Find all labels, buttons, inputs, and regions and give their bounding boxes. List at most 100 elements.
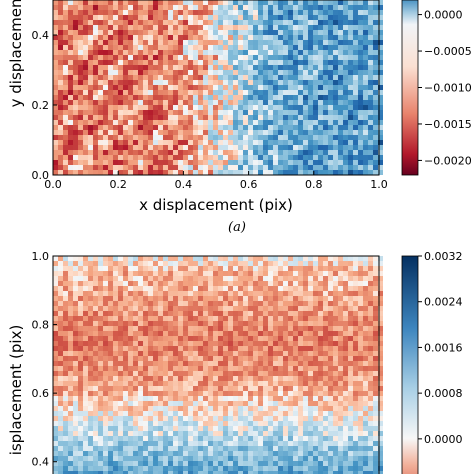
heatmap-cell bbox=[278, 426, 283, 431]
heatmap-cell bbox=[288, 95, 293, 100]
heatmap-cell bbox=[348, 145, 353, 150]
heatmap-cell bbox=[298, 140, 303, 145]
heatmap-cell bbox=[363, 55, 368, 60]
heatmap-cell bbox=[63, 110, 68, 115]
heatmap-cell bbox=[363, 160, 368, 165]
heatmap-cell bbox=[53, 396, 58, 401]
heatmap-cell bbox=[218, 145, 223, 150]
heatmap-cell bbox=[123, 371, 128, 376]
heatmap-cell bbox=[228, 336, 233, 341]
heatmap-cell bbox=[53, 456, 58, 461]
heatmap-cell bbox=[248, 346, 253, 351]
heatmap-cell bbox=[183, 105, 188, 110]
heatmap-cell bbox=[293, 326, 298, 331]
heatmap-cell bbox=[313, 20, 318, 25]
heatmap-cell bbox=[63, 341, 68, 346]
heatmap-cell bbox=[88, 95, 93, 100]
heatmap-cell bbox=[253, 401, 258, 406]
heatmap-cell bbox=[88, 286, 93, 291]
heatmap-cell bbox=[148, 431, 153, 436]
heatmap-cell bbox=[148, 306, 153, 311]
heatmap-cell bbox=[143, 160, 148, 165]
heatmap-cell bbox=[338, 30, 343, 35]
heatmap-cell bbox=[253, 371, 258, 376]
heatmap-cell bbox=[218, 276, 223, 281]
heatmap-cell bbox=[183, 50, 188, 55]
heatmap-cell bbox=[133, 341, 138, 346]
heatmap-cell bbox=[83, 0, 88, 5]
heatmap-cell bbox=[368, 446, 373, 451]
heatmap-cell bbox=[343, 15, 348, 20]
heatmap-cell bbox=[333, 85, 338, 90]
heatmap-cell bbox=[253, 426, 258, 431]
heatmap-cell bbox=[83, 100, 88, 105]
heatmap-cell bbox=[308, 261, 313, 266]
heatmap-cell bbox=[183, 145, 188, 150]
heatmap-cell bbox=[178, 376, 183, 381]
heatmap-cell bbox=[148, 416, 153, 421]
heatmap-cell bbox=[148, 446, 153, 451]
heatmap-cell bbox=[358, 426, 363, 431]
heatmap-cell bbox=[63, 386, 68, 391]
heatmap-cell bbox=[228, 110, 233, 115]
heatmap-cell bbox=[208, 391, 213, 396]
heatmap-cell bbox=[113, 276, 118, 281]
heatmap-cell bbox=[348, 50, 353, 55]
heatmap-cell bbox=[243, 336, 248, 341]
heatmap-cell bbox=[323, 140, 328, 145]
heatmap-cell bbox=[248, 401, 253, 406]
heatmap-cell bbox=[333, 10, 338, 15]
heatmap-cell bbox=[193, 386, 198, 391]
heatmap-cell bbox=[283, 80, 288, 85]
heatmap-cell bbox=[323, 55, 328, 60]
heatmap-cell bbox=[213, 271, 218, 276]
heatmap-cell bbox=[323, 376, 328, 381]
heatmap-cell bbox=[73, 266, 78, 271]
heatmap-cell bbox=[133, 371, 138, 376]
heatmap-cell bbox=[178, 10, 183, 15]
heatmap-cell bbox=[153, 70, 158, 75]
heatmap-cell bbox=[343, 261, 348, 266]
heatmap-cell bbox=[233, 60, 238, 65]
heatmap-cell bbox=[208, 311, 213, 316]
heatmap-cell bbox=[78, 25, 83, 30]
heatmap-cell bbox=[208, 291, 213, 296]
heatmap-cell bbox=[178, 15, 183, 20]
heatmap-cell bbox=[293, 381, 298, 386]
heatmap-cell bbox=[373, 120, 378, 125]
heatmap-cell bbox=[308, 40, 313, 45]
heatmap-cell bbox=[128, 45, 133, 50]
heatmap-cell bbox=[198, 416, 203, 421]
heatmap-cell bbox=[278, 441, 283, 446]
heatmap-cell bbox=[298, 0, 303, 5]
heatmap-cell bbox=[108, 371, 113, 376]
heatmap-cell bbox=[78, 10, 83, 15]
heatmap-cell bbox=[273, 426, 278, 431]
heatmap-cell bbox=[233, 351, 238, 356]
heatmap-cell bbox=[233, 150, 238, 155]
heatmap-cell bbox=[273, 336, 278, 341]
heatmap-cell bbox=[353, 321, 358, 326]
heatmap-cell bbox=[293, 115, 298, 120]
heatmap-cell bbox=[63, 301, 68, 306]
heatmap-cell bbox=[333, 40, 338, 45]
heatmap-cell bbox=[293, 426, 298, 431]
heatmap-cell bbox=[263, 351, 268, 356]
colorbar-tick-label: −0.0015 bbox=[424, 118, 472, 131]
heatmap-cell bbox=[283, 371, 288, 376]
heatmap-cell bbox=[318, 366, 323, 371]
heatmap-cell bbox=[183, 160, 188, 165]
heatmap-cell bbox=[318, 391, 323, 396]
heatmap-cell bbox=[258, 421, 263, 426]
heatmap-cell bbox=[73, 65, 78, 70]
heatmap-cell bbox=[118, 451, 123, 456]
heatmap-cell bbox=[288, 125, 293, 130]
heatmap-cell bbox=[373, 130, 378, 135]
heatmap-cell bbox=[68, 261, 73, 266]
heatmap-cell bbox=[363, 286, 368, 291]
heatmap-cell bbox=[158, 401, 163, 406]
heatmap-cell bbox=[333, 301, 338, 306]
heatmap-cell bbox=[198, 316, 203, 321]
heatmap-cell bbox=[73, 326, 78, 331]
heatmap-cell bbox=[133, 436, 138, 441]
